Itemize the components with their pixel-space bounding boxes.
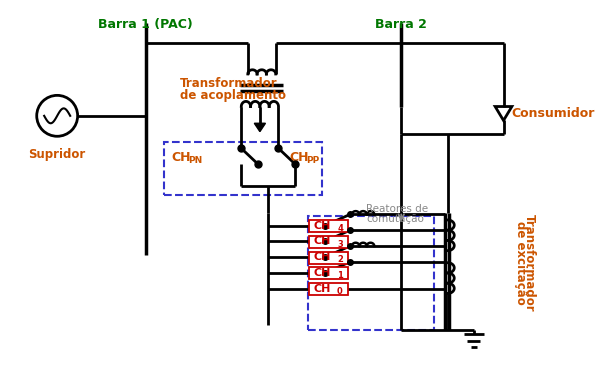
Text: Transformador: Transformador xyxy=(523,214,536,312)
Text: Transformador: Transformador xyxy=(180,77,277,90)
Text: CH: CH xyxy=(314,252,331,262)
Text: comutação: comutação xyxy=(366,214,424,224)
Bar xyxy=(309,267,348,279)
Text: CH: CH xyxy=(289,151,309,164)
Text: Consumidor: Consumidor xyxy=(511,107,595,120)
Bar xyxy=(164,142,322,195)
Text: 1: 1 xyxy=(337,271,343,280)
Text: de acoplamento: de acoplamento xyxy=(180,89,286,102)
Text: CH: CH xyxy=(314,236,331,246)
Text: PN: PN xyxy=(188,156,203,165)
Bar xyxy=(309,220,348,232)
Text: CH: CH xyxy=(314,220,331,230)
Text: Reatores de: Reatores de xyxy=(366,204,428,214)
Text: Barra 2: Barra 2 xyxy=(375,18,427,31)
Text: Barra 1 (PAC): Barra 1 (PAC) xyxy=(98,18,193,31)
Text: CH: CH xyxy=(314,268,331,278)
Polygon shape xyxy=(254,123,265,132)
Text: 4: 4 xyxy=(337,224,343,233)
Text: Supridor: Supridor xyxy=(28,148,86,161)
Bar xyxy=(309,236,348,248)
Text: CH: CH xyxy=(171,151,191,164)
Text: CH: CH xyxy=(314,284,331,294)
Bar xyxy=(309,252,348,264)
Text: 0: 0 xyxy=(337,287,343,296)
Bar xyxy=(309,283,348,295)
Bar xyxy=(308,216,434,330)
Text: de excitação: de excitação xyxy=(514,221,527,305)
Text: PP: PP xyxy=(306,156,320,165)
Text: 3: 3 xyxy=(337,240,343,249)
Text: 2: 2 xyxy=(337,256,343,264)
